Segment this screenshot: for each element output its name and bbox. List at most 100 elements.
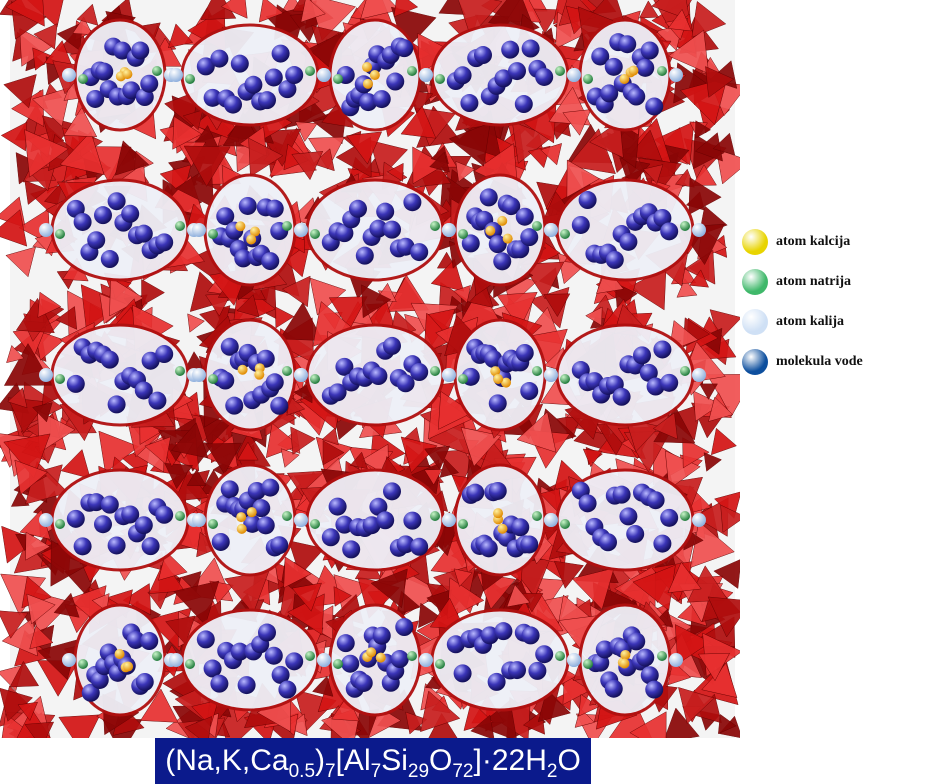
sphere xyxy=(555,66,565,76)
legend-item: atom kalija xyxy=(742,302,942,342)
sphere xyxy=(141,351,160,370)
tetrahedron xyxy=(678,687,715,725)
sphere xyxy=(653,208,672,227)
sphere xyxy=(87,231,106,250)
sphere xyxy=(653,340,672,359)
sphere xyxy=(407,651,417,661)
sphere xyxy=(141,537,160,556)
sphere xyxy=(294,513,308,527)
formula-subscript: 7 xyxy=(370,761,382,782)
sphere xyxy=(692,368,706,382)
sphere xyxy=(480,626,499,645)
sphere xyxy=(359,93,378,112)
sphere xyxy=(488,394,507,413)
sphere xyxy=(86,89,105,108)
sphere xyxy=(544,368,558,382)
sphere xyxy=(152,66,162,76)
sphere xyxy=(612,387,631,406)
formula-text: ) xyxy=(315,744,326,777)
tetrahedron xyxy=(567,128,616,175)
sphere xyxy=(528,661,547,680)
sphere xyxy=(362,516,381,535)
sphere xyxy=(490,366,501,377)
tetrahedron xyxy=(9,660,40,688)
tetrahedron xyxy=(667,561,702,594)
sphere xyxy=(333,74,343,84)
tetrahedron xyxy=(32,47,54,71)
tetrahedron xyxy=(59,131,105,176)
tetrahedron xyxy=(55,306,78,330)
tetrahedron xyxy=(26,593,56,625)
sphere xyxy=(169,653,183,667)
sphere xyxy=(265,199,284,218)
sphere xyxy=(131,41,150,60)
sphere xyxy=(95,62,114,81)
tetrahedron xyxy=(5,246,36,278)
tetrahedron xyxy=(393,0,419,18)
sphere xyxy=(185,74,195,84)
sphere xyxy=(369,219,388,238)
tetrahedron xyxy=(24,721,55,738)
sphere xyxy=(453,66,472,85)
sphere xyxy=(140,632,159,651)
tetrahedron xyxy=(187,313,205,333)
tetrahedron xyxy=(10,490,30,507)
tetrahedron xyxy=(585,306,603,327)
tetrahedron xyxy=(438,390,473,430)
sphere xyxy=(78,74,88,84)
sphere xyxy=(175,511,185,521)
tetrahedron xyxy=(60,449,91,479)
tetrahedron xyxy=(184,716,213,738)
legend-label: atom kalija xyxy=(776,314,845,329)
sphere xyxy=(520,228,539,247)
tetrahedron xyxy=(1,525,37,564)
sphere xyxy=(435,659,445,669)
sphere xyxy=(285,652,304,671)
tetrahedron xyxy=(279,301,324,341)
sphere xyxy=(501,40,520,59)
sphere xyxy=(249,226,260,237)
sphere xyxy=(500,377,511,388)
sphere xyxy=(460,94,479,113)
sphere xyxy=(134,224,153,243)
tetrahedron xyxy=(506,584,531,608)
sphere xyxy=(600,84,619,103)
sphere xyxy=(369,497,388,516)
sphere xyxy=(485,225,496,236)
tetrahedron xyxy=(667,8,692,32)
sphere xyxy=(155,345,174,364)
formula-subscript: 0.5 xyxy=(288,761,316,782)
tetrahedron xyxy=(455,161,476,183)
sphere xyxy=(220,480,239,499)
sphere xyxy=(612,485,631,504)
sphere xyxy=(94,206,112,225)
sphere xyxy=(583,74,593,84)
formula-text: ]·22H xyxy=(473,744,547,777)
sphere xyxy=(502,233,513,244)
sphere xyxy=(175,366,185,376)
sphere xyxy=(484,349,503,368)
tetrahedron xyxy=(470,714,495,738)
tetrahedron xyxy=(170,422,209,459)
sphere xyxy=(514,95,533,114)
sphere xyxy=(294,368,308,382)
sphere xyxy=(488,235,507,254)
tetrahedron xyxy=(712,132,736,156)
sphere xyxy=(265,373,284,392)
sphere xyxy=(335,357,354,376)
sphere xyxy=(653,534,672,553)
sphere xyxy=(390,650,409,669)
tetrahedron xyxy=(430,258,465,292)
sphere xyxy=(442,223,456,237)
sphere xyxy=(39,368,53,382)
tetrahedron xyxy=(566,159,600,198)
sphere xyxy=(395,39,414,58)
tetrahedron xyxy=(703,452,722,472)
sphere xyxy=(261,478,280,497)
sphere xyxy=(372,626,391,645)
sphere xyxy=(282,511,292,521)
sphere xyxy=(134,381,153,400)
tetrahedron xyxy=(516,411,557,453)
sphere xyxy=(121,204,140,223)
tetrahedron xyxy=(191,699,219,727)
